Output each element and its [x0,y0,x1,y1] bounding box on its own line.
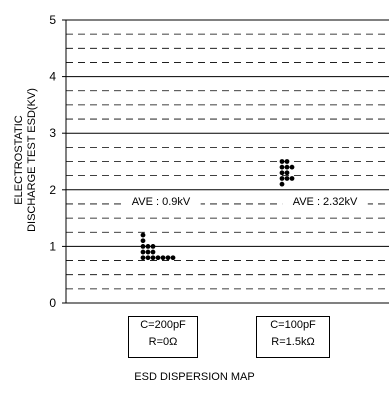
category-box-2: C=100pF R=1.5kΩ [256,316,330,358]
data-point [145,249,151,255]
data-point [150,255,156,261]
category-2-capacitance: C=100pF [270,319,316,331]
data-point [279,164,285,170]
data-point [140,249,146,255]
data-point [150,249,156,255]
average-label: AVE : 0.9kV [132,196,191,208]
data-point [289,176,295,181]
data-point [150,244,156,249]
data-point [145,255,151,261]
y-axis-label: ELECTROSTATIC DISCHARGE TEST ESD(KV) [13,88,38,232]
average-label-background [121,195,201,210]
data-point [170,255,176,261]
data-point [279,170,285,176]
y-axis-label-line-1: ELECTROSTATIC [13,115,25,204]
data-point [140,255,146,261]
average-label-background [282,195,368,210]
data-point [284,170,290,176]
data-point [140,232,146,238]
data-point [279,181,285,187]
category-box-1: C=200pF R=0Ω [128,316,198,358]
data-point [155,255,161,261]
data-point [165,255,171,261]
chart-caption: ESD DISPERSION MAP [134,371,255,383]
data-points: AVE : 0.9kV AVE : 2.32kV [121,159,368,261]
axes [62,19,389,304]
data-point [279,159,285,164]
y-tick-label: 3 [49,126,56,140]
data-point [140,238,146,244]
data-point [284,164,290,170]
y-tick-labels: 0 1 2 3 4 5 [49,13,56,310]
data-point [279,176,285,181]
y-tick-label: 4 [49,70,56,84]
data-point [284,159,290,164]
category-2-resistance: R=1.5kΩ [271,336,315,348]
average-label: AVE : 2.32kV [293,196,358,208]
y-axis-label-line-2: DISCHARGE TEST ESD(KV) [26,88,38,232]
data-point [145,244,151,249]
y-tick-label: 2 [49,183,56,197]
category-1-resistance: R=0Ω [148,336,178,348]
category-1-capacitance: C=200pF [140,319,186,331]
y-tick-label: 1 [49,239,56,253]
grid [66,19,389,290]
y-tick-label: 5 [49,13,56,27]
data-point [284,176,290,181]
y-tick-label: 0 [49,296,56,310]
data-point [289,164,295,170]
data-point [140,244,146,249]
data-point [160,255,166,261]
